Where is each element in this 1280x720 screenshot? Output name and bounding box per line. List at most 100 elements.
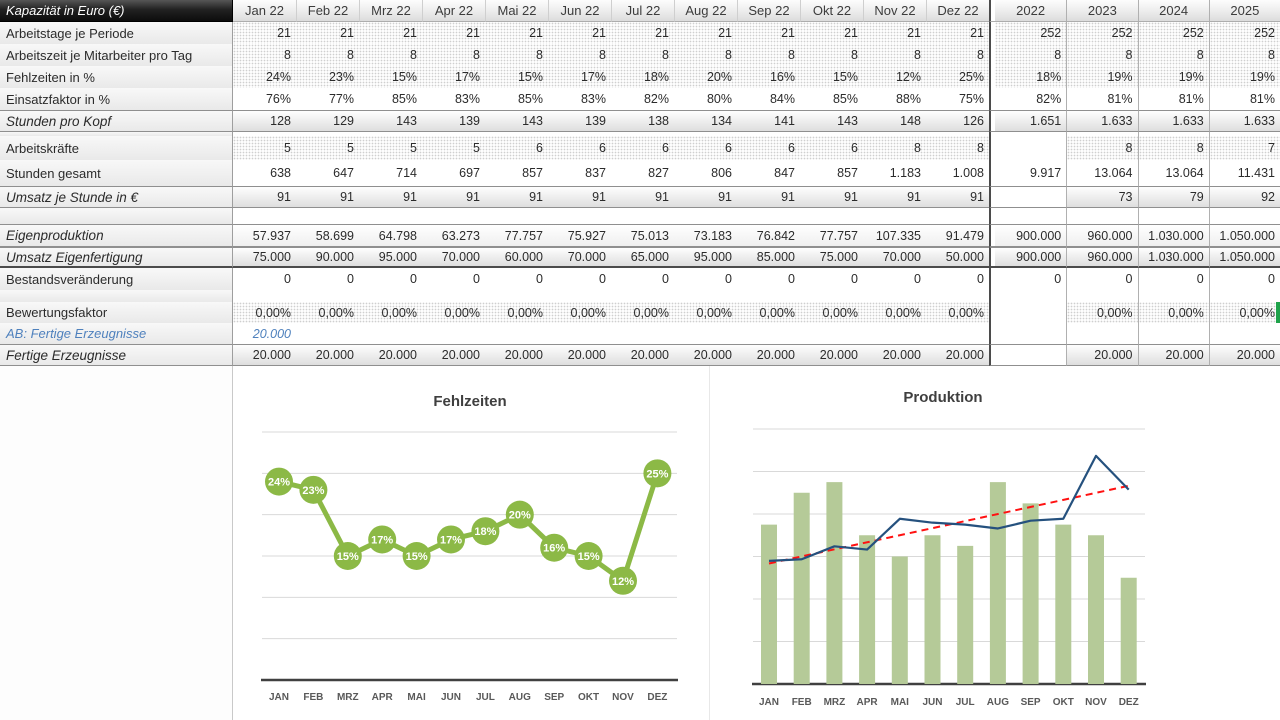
column-header-month[interactable]: Jan 22 [233,0,296,22]
cell-month[interactable]: 21 [359,22,422,44]
cell-year[interactable]: 19% [1137,66,1209,88]
row-label[interactable]: Stunden gesamt [0,160,233,186]
cell-year[interactable]: 8 [1066,44,1138,66]
column-header-month[interactable]: Feb 22 [296,0,359,22]
cell-month[interactable]: 0,00% [548,302,611,323]
cell-month[interactable]: 0 [863,268,926,290]
cell-month[interactable]: 77.757 [485,224,548,247]
row-label[interactable]: Bestandsveränderung [0,268,233,290]
cell-year[interactable]: 1.633 [1137,110,1209,132]
cell-month[interactable]: 15% [485,66,548,88]
cell-month[interactable]: 0 [611,268,674,290]
cell-year[interactable]: 19% [1066,66,1138,88]
cell-month[interactable]: 91 [863,186,926,208]
cell-month[interactable]: 0,00% [359,302,422,323]
cell-month[interactable]: 20.000 [233,344,296,366]
cell-month[interactable]: 0,00% [800,302,863,323]
cell-month[interactable]: 0,00% [485,302,548,323]
cell-month[interactable]: 8 [863,44,926,66]
cell-month[interactable]: 128 [233,110,296,132]
cell-month[interactable]: 91 [359,186,422,208]
cell-month[interactable]: 91.479 [926,224,989,247]
eigenproduktion-line-series[interactable] [768,454,1130,562]
cell-month[interactable]: 20.000 [422,344,485,366]
cell-month[interactable]: 57.937 [233,224,296,247]
cell-month[interactable]: 50.000 [926,247,989,268]
cell-month[interactable]: 21 [863,22,926,44]
cell-year[interactable]: 1.050.000 [1208,224,1280,247]
cell-month[interactable]: 21 [611,22,674,44]
cell-month[interactable]: 143 [359,110,422,132]
cell-month[interactable]: 0,00% [296,302,359,323]
cell-month[interactable]: 21 [674,22,737,44]
cell-month[interactable]: 8 [926,44,989,66]
cell-month[interactable] [296,323,359,344]
cell-month[interactable]: 95.000 [674,247,737,268]
cell-month[interactable]: 91 [800,186,863,208]
cell-month[interactable]: 75.000 [233,247,296,268]
cell-month[interactable]: 857 [485,160,548,186]
cell-year[interactable]: 0,00% [1066,302,1138,323]
cell-month[interactable]: 0 [926,268,989,290]
cell-month[interactable]: 21 [296,22,359,44]
cell-month[interactable]: 148 [863,110,926,132]
row-label[interactable]: Fertige Erzeugnisse [0,344,233,366]
cell-month[interactable]: 20.000 [548,344,611,366]
cell-month[interactable]: 837 [548,160,611,186]
cell-year[interactable]: 8 [1066,136,1138,160]
cell-month[interactable]: 1.008 [926,160,989,186]
cell-month[interactable]: 23% [296,66,359,88]
cell-month[interactable]: 143 [485,110,548,132]
row-label[interactable]: Arbeitstage je Periode [0,22,233,44]
column-header-year[interactable]: 2024 [1137,0,1209,22]
cell-year[interactable]: 13.064 [1066,160,1138,186]
cell-month[interactable]: 85% [485,88,548,110]
cell-month[interactable]: 70.000 [548,247,611,268]
cell-month[interactable]: 95.000 [359,247,422,268]
cell-month[interactable]: 16% [737,66,800,88]
cell-year[interactable]: 900.000 [995,224,1067,247]
cell-year[interactable]: 0 [1137,268,1209,290]
cell-month[interactable]: 0,00% [422,302,485,323]
cell-year[interactable]: 1.633 [1066,110,1138,132]
column-header-year[interactable]: 2023 [1066,0,1138,22]
cell-year[interactable]: 252 [1066,22,1138,44]
cell-month[interactable]: 75.927 [548,224,611,247]
cell-month[interactable]: 134 [674,110,737,132]
cell-year[interactable]: 8 [1208,44,1280,66]
column-header-year[interactable]: 2022 [995,0,1067,22]
cell-month[interactable]: 5 [422,136,485,160]
row-label[interactable]: Einsatzfaktor in % [0,88,233,110]
cell-month[interactable]: 21 [422,22,485,44]
cell-month[interactable]: 0,00% [611,302,674,323]
cell-month[interactable]: 91 [611,186,674,208]
row-label[interactable]: Umsatz Eigenfertigung [0,247,233,268]
chart-fehlzeiten[interactable]: Fehlzeiten 24% 23% 15% 17% 15% 17% 18% 20% 16% 15… [233,366,710,720]
cell-year[interactable]: 7 [1208,136,1280,160]
cell-month[interactable]: 5 [233,136,296,160]
cell-year[interactable]: 1.050.000 [1208,247,1280,268]
cell-month[interactable]: 83% [422,88,485,110]
row-label[interactable]: Eigenproduktion [0,224,233,247]
cell-month[interactable]: 0,00% [674,302,737,323]
cell-month[interactable]: 0 [296,268,359,290]
cell-month[interactable]: 141 [737,110,800,132]
cell-month[interactable]: 0 [737,268,800,290]
cell-year[interactable]: 18% [995,66,1067,88]
cell-year[interactable]: 0,00% [1137,302,1209,323]
cell-year[interactable]: 960.000 [1066,247,1138,268]
cell-month[interactable]: 8 [863,136,926,160]
cell-month[interactable]: 5 [359,136,422,160]
cell-year[interactable]: 19% [1208,66,1280,88]
cell-month[interactable]: 107.335 [863,224,926,247]
cell-year[interactable]: 0 [1066,268,1138,290]
cell-year[interactable] [995,136,1067,160]
row-label[interactable]: Arbeitszeit je Mitarbeiter pro Tag [0,44,233,66]
cell-month[interactable]: 0 [485,268,548,290]
cell-month[interactable]: 8 [737,44,800,66]
cell-month[interactable] [800,323,863,344]
column-header-month[interactable]: Nov 22 [863,0,926,22]
row-label[interactable]: Umsatz je Stunde in € [0,186,233,208]
cell-month[interactable]: 91 [548,186,611,208]
cell-month[interactable]: 1.183 [863,160,926,186]
